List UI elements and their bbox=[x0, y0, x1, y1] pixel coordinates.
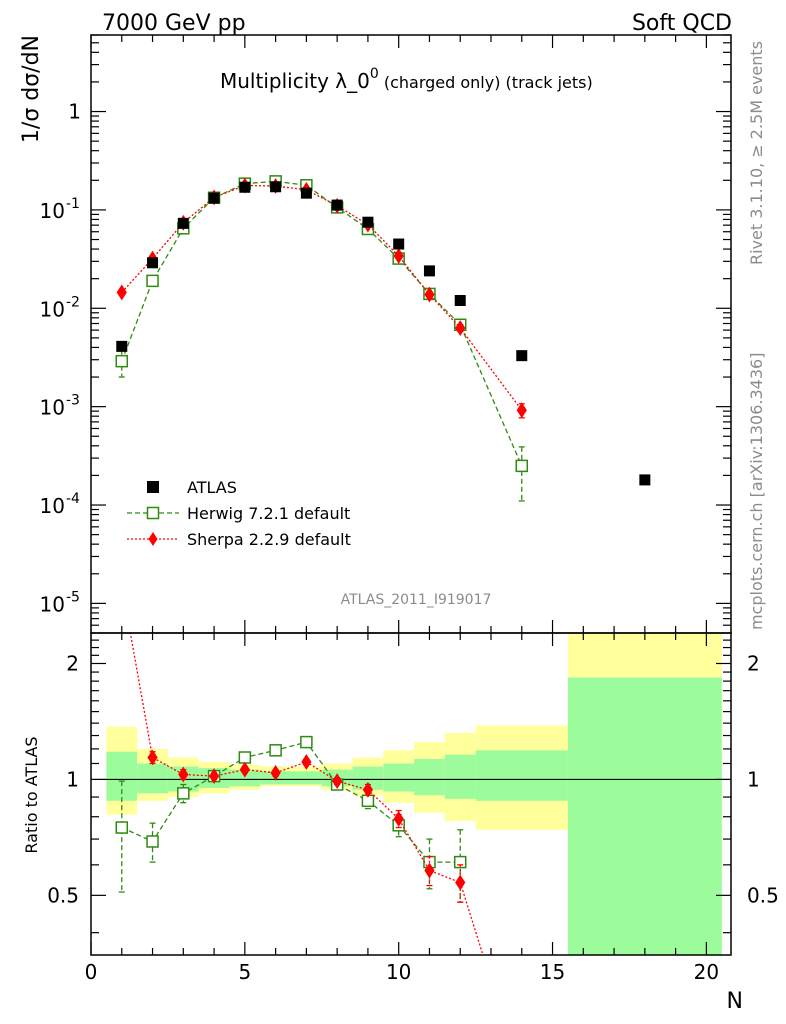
sherpa-point bbox=[455, 874, 466, 891]
lower-y-tick-label-right: 2 bbox=[747, 651, 760, 675]
band-inner-bin bbox=[291, 771, 322, 785]
sherpa-point bbox=[424, 862, 435, 879]
lower-y-axis-label: Ratio to ATLAS bbox=[22, 736, 41, 853]
x-tick-label: 5 bbox=[238, 960, 251, 984]
rivet-label: Rivet 3.1.10, ≥ 2.5M events bbox=[747, 41, 766, 265]
sherpa-point bbox=[147, 749, 158, 766]
atlas-point bbox=[454, 294, 466, 306]
chart-title: Multiplicity λ_00 (charged only) (track … bbox=[220, 66, 593, 93]
upper-y-tick-label: 10 bbox=[40, 592, 65, 616]
upper-y-tick-exponent: -4 bbox=[66, 491, 80, 507]
header-right: Soft QCD bbox=[632, 11, 732, 36]
analysis-watermark: ATLAS_2011_I919017 bbox=[341, 592, 492, 608]
band-inner-bin bbox=[567, 677, 722, 955]
band-inner-bin bbox=[352, 766, 384, 790]
upper-y-tick-exponent: -3 bbox=[66, 393, 80, 409]
sherpa-point bbox=[455, 320, 466, 336]
legend-herwig-marker bbox=[146, 506, 160, 520]
x-tick-label: 0 bbox=[85, 960, 98, 984]
ratio-bands bbox=[91, 633, 731, 955]
atlas-point bbox=[423, 265, 435, 277]
herwig-point bbox=[515, 459, 529, 473]
lower-y-tick-label: 1 bbox=[66, 767, 79, 791]
atlas-point bbox=[208, 192, 220, 204]
header-left: 7000 GeV pp bbox=[102, 11, 246, 36]
upper-y-tick-exponent: -5 bbox=[66, 589, 80, 605]
sherpa-point bbox=[208, 768, 220, 785]
lower-y-tick-label: 2 bbox=[66, 651, 79, 675]
sherpa-point bbox=[362, 781, 374, 798]
band-inner-bin bbox=[383, 763, 415, 792]
band-inner-bin bbox=[229, 769, 261, 787]
sherpa-point bbox=[270, 764, 281, 781]
x-tick-label: 15 bbox=[540, 960, 565, 984]
upper-y-tick-label: 10 bbox=[40, 494, 65, 518]
lower-y-tick-label-right: 1 bbox=[747, 767, 760, 791]
herwig-point bbox=[453, 855, 467, 869]
legend-label: Herwig 7.2.1 default bbox=[187, 504, 350, 523]
title-sup: 0 bbox=[370, 66, 379, 82]
sherpa-point bbox=[332, 773, 343, 790]
herwig-point bbox=[146, 835, 159, 848]
ratio-series bbox=[115, 633, 494, 955]
sherpa-point bbox=[393, 248, 404, 264]
legend-atlas-marker bbox=[147, 481, 159, 493]
sherpa-point bbox=[301, 754, 312, 770]
band-inner-bin bbox=[414, 758, 445, 796]
band-inner-bin bbox=[475, 750, 568, 801]
legend-sherpa-marker bbox=[148, 532, 158, 546]
lower-y-tick-label: 0.5 bbox=[47, 883, 79, 907]
atlas-point bbox=[331, 199, 343, 211]
x-axis-label: N bbox=[727, 989, 743, 1014]
upper-y-tick-exponent: -2 bbox=[66, 294, 80, 310]
title-rest: (charged only) (track jets) bbox=[379, 73, 593, 92]
atlas-point bbox=[239, 181, 251, 193]
legend-label: Sherpa 2.2.9 default bbox=[187, 530, 351, 549]
upper-y-tick-label: 1 bbox=[68, 100, 81, 124]
atlas-point bbox=[516, 350, 528, 362]
upper-y-tick-exponent: -1 bbox=[66, 196, 80, 212]
x-tick-label: 20 bbox=[694, 960, 719, 984]
sherpa-point bbox=[239, 761, 250, 778]
herwig-point bbox=[115, 821, 129, 834]
herwig-point bbox=[300, 735, 313, 749]
title-main: Multiplicity λ_0 bbox=[220, 69, 370, 93]
sherpa-point bbox=[116, 284, 127, 301]
atlas-point bbox=[362, 216, 374, 228]
upper-y-tick-label: 10 bbox=[40, 396, 65, 420]
herwig-point bbox=[238, 751, 252, 764]
sherpa-point bbox=[393, 810, 404, 827]
band-inner-bin bbox=[137, 763, 168, 794]
upper-y-tick-label: 10 bbox=[40, 297, 65, 321]
herwig-point bbox=[115, 354, 129, 368]
upper-y-axis-label: 1/σ dσ/dN bbox=[19, 35, 44, 143]
legend-label: ATLAS bbox=[187, 478, 237, 497]
atlas-point bbox=[270, 181, 282, 193]
atlas-point bbox=[116, 340, 128, 352]
legend: ATLAS Herwig 7.2.1 default Sherpa 2.2.9 de… bbox=[127, 478, 351, 549]
sherpa-point bbox=[178, 766, 189, 783]
lower-y-tick-label-right: 0.5 bbox=[747, 883, 779, 907]
herwig-point bbox=[269, 744, 282, 757]
mcplots-label: mcplots.cern.ch [arXiv:1306.3436] bbox=[747, 353, 766, 630]
atlas-point bbox=[147, 257, 159, 269]
upper-series bbox=[115, 175, 651, 502]
upper-y-tick-label: 10 bbox=[40, 199, 65, 223]
x-tick-label: 10 bbox=[386, 960, 411, 984]
herwig-point bbox=[146, 274, 159, 288]
atlas-point bbox=[300, 187, 312, 199]
atlas-point bbox=[639, 474, 651, 486]
band-inner-bin bbox=[444, 754, 476, 799]
sherpa-point bbox=[516, 402, 527, 419]
atlas-point bbox=[177, 217, 189, 229]
sherpa-point bbox=[424, 286, 435, 303]
lower-frame bbox=[90, 632, 732, 956]
herwig-point bbox=[177, 787, 190, 800]
atlas-point bbox=[393, 238, 405, 250]
